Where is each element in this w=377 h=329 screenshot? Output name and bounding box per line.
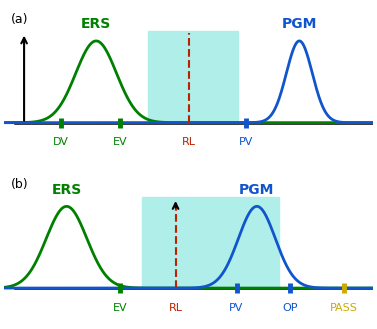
Text: ERS: ERS	[81, 17, 111, 31]
Bar	[148, 31, 238, 123]
Text: PASS: PASS	[330, 303, 358, 313]
Text: RL: RL	[169, 303, 182, 313]
Text: ERS: ERS	[51, 183, 82, 196]
Text: EV: EV	[113, 138, 127, 147]
Text: EV: EV	[113, 303, 127, 313]
Text: PV: PV	[239, 138, 253, 147]
Text: RL: RL	[181, 138, 196, 147]
Text: PGM: PGM	[239, 183, 274, 196]
Text: (b): (b)	[11, 178, 29, 191]
Text: DV: DV	[53, 138, 69, 147]
Bar	[143, 196, 279, 288]
Text: OP: OP	[282, 303, 298, 313]
Text: PGM: PGM	[282, 17, 317, 31]
Text: (a): (a)	[11, 13, 29, 26]
Text: PV: PV	[229, 303, 244, 313]
